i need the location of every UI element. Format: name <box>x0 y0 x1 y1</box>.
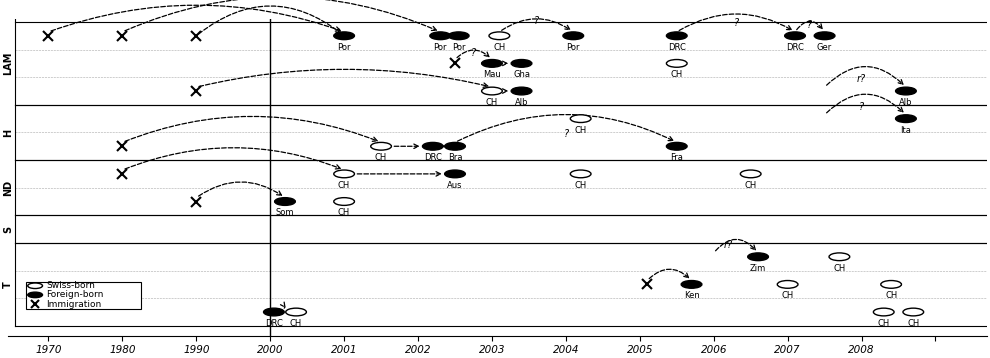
Text: Gha: Gha <box>513 70 530 79</box>
Circle shape <box>511 87 532 95</box>
Text: Por: Por <box>452 43 465 52</box>
Text: CH: CH <box>670 70 683 79</box>
Text: CH: CH <box>493 43 506 52</box>
FancyBboxPatch shape <box>27 282 141 309</box>
Circle shape <box>785 32 806 40</box>
Circle shape <box>423 142 444 150</box>
Text: CH: CH <box>338 181 350 190</box>
Circle shape <box>681 281 702 288</box>
Circle shape <box>445 170 465 178</box>
Circle shape <box>274 198 295 205</box>
Circle shape <box>814 32 835 40</box>
Circle shape <box>570 115 591 122</box>
Text: CH: CH <box>375 153 387 162</box>
Circle shape <box>881 281 902 288</box>
Circle shape <box>563 32 584 40</box>
Text: Ger: Ger <box>817 43 833 52</box>
Circle shape <box>28 292 43 297</box>
Circle shape <box>747 253 768 261</box>
Circle shape <box>777 281 798 288</box>
Circle shape <box>448 32 469 40</box>
Text: CH: CH <box>574 126 587 135</box>
Circle shape <box>570 170 591 178</box>
Text: CH: CH <box>574 181 587 190</box>
Circle shape <box>481 87 502 95</box>
Circle shape <box>481 59 502 67</box>
Text: Mau: Mau <box>483 70 501 79</box>
Circle shape <box>666 32 687 40</box>
Circle shape <box>263 308 284 316</box>
Circle shape <box>896 115 917 122</box>
Text: CH: CH <box>907 319 920 328</box>
Text: H: H <box>3 129 13 136</box>
Circle shape <box>445 142 465 150</box>
Text: r?: r? <box>724 240 733 250</box>
Circle shape <box>370 142 391 150</box>
Circle shape <box>334 198 354 205</box>
Text: ?: ? <box>534 16 539 25</box>
Circle shape <box>286 308 307 316</box>
Text: ?: ? <box>563 129 568 139</box>
Text: Por: Por <box>338 43 350 52</box>
Text: S: S <box>3 226 13 233</box>
Text: Por: Por <box>434 43 446 52</box>
Circle shape <box>489 32 510 40</box>
Text: Som: Som <box>276 208 294 217</box>
Circle shape <box>666 142 687 150</box>
Circle shape <box>903 308 924 316</box>
Text: DRC: DRC <box>786 43 804 52</box>
Text: Alb: Alb <box>515 98 529 107</box>
Circle shape <box>666 59 687 67</box>
Text: T: T <box>3 281 13 288</box>
Text: Foreign-born: Foreign-born <box>47 290 104 299</box>
Text: ?: ? <box>471 48 476 58</box>
Circle shape <box>873 308 894 316</box>
Text: CH: CH <box>885 291 897 300</box>
Text: CH: CH <box>744 181 756 190</box>
Text: Por: Por <box>566 43 580 52</box>
Text: ND: ND <box>3 180 13 196</box>
Circle shape <box>334 170 354 178</box>
Text: LAM: LAM <box>3 52 13 75</box>
Text: CH: CH <box>834 264 845 273</box>
Circle shape <box>430 32 450 40</box>
Text: Immigration: Immigration <box>47 300 101 309</box>
Text: ?: ? <box>807 20 813 30</box>
Text: DRC: DRC <box>424 153 442 162</box>
Circle shape <box>829 253 849 261</box>
Text: r?: r? <box>857 74 866 84</box>
Text: Zim: Zim <box>750 264 766 273</box>
Text: CH: CH <box>290 319 302 328</box>
Text: Ken: Ken <box>684 291 699 300</box>
Circle shape <box>511 59 532 67</box>
Text: ?: ? <box>734 18 739 28</box>
Text: Fra: Fra <box>670 153 683 162</box>
Text: Ita: Ita <box>901 126 912 135</box>
Circle shape <box>28 283 43 289</box>
Text: DRC: DRC <box>265 319 283 328</box>
Text: CH: CH <box>338 208 350 217</box>
Text: Aus: Aus <box>447 181 462 190</box>
Text: ?: ? <box>859 102 864 112</box>
Text: DRC: DRC <box>668 43 686 52</box>
Text: Alb: Alb <box>899 98 913 107</box>
Text: Swiss-born: Swiss-born <box>47 281 95 290</box>
Text: Bra: Bra <box>447 153 462 162</box>
Circle shape <box>741 170 761 178</box>
Circle shape <box>896 87 917 95</box>
Text: CH: CH <box>781 291 794 300</box>
Circle shape <box>334 32 354 40</box>
Text: CH: CH <box>486 98 498 107</box>
Text: CH: CH <box>877 319 890 328</box>
